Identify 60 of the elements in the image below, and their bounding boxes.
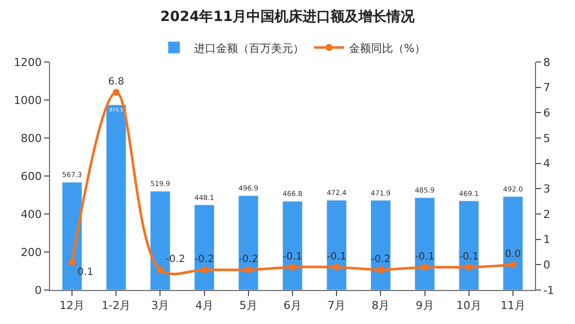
x-tick-label: 8月 (372, 299, 390, 312)
bar (458, 200, 480, 290)
y2-tick-label: 5 (543, 132, 550, 145)
y-tick-label: 800 (20, 132, 42, 145)
bar (414, 197, 435, 290)
point (509, 261, 516, 268)
data-label: 6.8 (108, 76, 124, 88)
y-tick-label: 1200 (14, 56, 42, 69)
y2-tick-label: 7 (543, 81, 550, 94)
data-label: -0.2 (194, 254, 214, 265)
data-label: -0.1 (282, 251, 302, 262)
y-tick-label: 1000 (14, 94, 42, 107)
x-tick-label: 11月 (500, 299, 526, 312)
data-label: -0.1 (459, 251, 479, 262)
y2-tick-label: 1 (543, 233, 550, 246)
point (465, 264, 472, 271)
point (289, 264, 296, 271)
legend-label: 进口金额（百万美元） (194, 42, 304, 55)
y2-tick-label: -1 (543, 284, 554, 297)
y2-tick-label: 2 (543, 208, 550, 221)
point (200, 266, 208, 274)
point (156, 266, 164, 274)
y2-tick-label: 8 (543, 56, 550, 69)
data-label: -0.2 (238, 254, 258, 265)
x-tick-label: 5月 (239, 299, 258, 312)
point (244, 266, 252, 274)
point (112, 88, 120, 96)
y2-tick-label: 0 (543, 258, 550, 272)
y2-tick-label: 4 (543, 157, 550, 170)
x-tick-label: 12月 (60, 299, 85, 312)
bar (502, 196, 524, 290)
bar (370, 200, 391, 290)
bar (194, 204, 214, 290)
x-tick-label: 3月 (151, 299, 170, 312)
y2-tick-label: 3 (543, 182, 550, 196)
bar (238, 195, 259, 290)
point (421, 264, 428, 271)
data-label: -0.1 (415, 251, 435, 262)
bar (106, 104, 126, 290)
x-tick-label: 7月 (328, 299, 346, 312)
x-tick-label: 4月 (195, 299, 214, 312)
legend-label: 金额同比（%） (349, 42, 426, 55)
x-tick-label: 10月 (456, 299, 482, 312)
data-label: 0.0 (504, 248, 521, 260)
point (68, 258, 76, 266)
y2-tick-label: 6 (543, 106, 550, 120)
data-label: -0.1 (326, 251, 346, 262)
y-tick-label: 600 (20, 170, 42, 183)
x-tick-label: 1-2月 (102, 299, 131, 312)
point (377, 266, 384, 274)
chart-title: 2024年11月中国机床进口额及增长情况 (160, 8, 416, 26)
bar (326, 200, 347, 290)
x-tick-label: 9月 (416, 299, 434, 312)
y-tick-label: 400 (20, 208, 42, 221)
y-tick-label: 0 (34, 284, 42, 297)
y-tick-label: 200 (20, 246, 42, 259)
data-label: -0.2 (370, 254, 390, 265)
x-tick-label: 6月 (284, 299, 302, 312)
point (333, 264, 340, 271)
bar (282, 201, 303, 290)
